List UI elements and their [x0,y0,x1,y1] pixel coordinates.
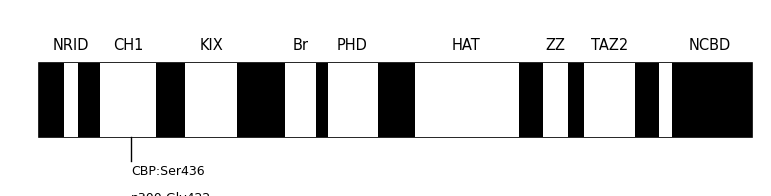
Text: CBP:Ser436: CBP:Ser436 [131,165,204,178]
Bar [285,63,316,137]
Text: TAZ2: TAZ2 [591,38,628,53]
Text: Br: Br [293,38,308,53]
Bar [543,63,568,137]
Bar [659,63,672,137]
Text: CH1: CH1 [113,38,143,53]
Bar [185,63,237,137]
Text: ZZ: ZZ [545,38,565,53]
Text: NRID: NRID [52,38,89,53]
Bar [64,63,78,137]
Text: KIX: KIX [200,38,223,53]
Text: HAT: HAT [452,38,481,53]
Text: p300:Gly422: p300:Gly422 [131,192,211,196]
Bar [584,63,635,137]
Bar [39,63,752,137]
Text: PHD: PHD [337,38,368,53]
Text: NCBD: NCBD [689,38,730,53]
Bar [328,63,378,137]
Bar [100,63,156,137]
Bar [415,63,519,137]
